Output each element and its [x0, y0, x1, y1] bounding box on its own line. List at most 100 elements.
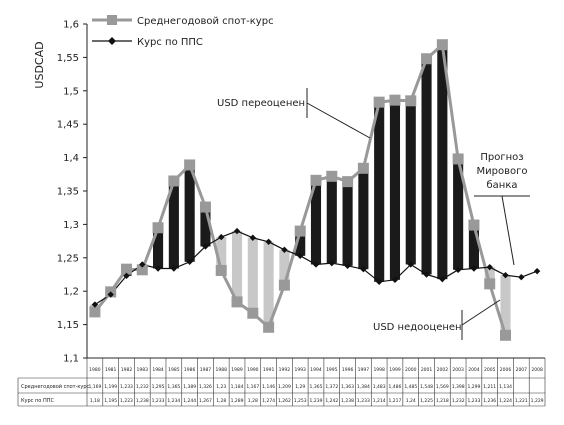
ppp-rate-point	[91, 301, 99, 308]
table-cell: 1,486	[389, 384, 402, 390]
undervalued-bar	[484, 267, 495, 284]
spot-rate-point	[247, 307, 259, 319]
spot-rate-point	[484, 278, 496, 290]
ppp-rate-point	[281, 246, 288, 253]
ppp-rate-point	[439, 275, 446, 283]
spot-rate-point	[468, 219, 480, 231]
undervalued-bar	[247, 237, 258, 314]
table-cell: 1,365	[167, 384, 180, 390]
y-tick-label: 1,3	[63, 220, 79, 231]
x-tick-label: 1985	[168, 367, 180, 373]
table-cell: 1,389	[183, 384, 196, 390]
ppp-rate-point	[202, 243, 209, 250]
y-ticks: 1,1 1,15 1,2 1,25 1,3 1,35 1,4 1,45 1,5 1,55 1,6	[57, 20, 87, 365]
table-cell: 1,199	[104, 384, 117, 390]
spot-rate-point	[389, 94, 401, 106]
spot-rate-point	[263, 321, 275, 333]
spot-rate-point	[373, 96, 385, 108]
spot-rate-point	[215, 264, 227, 276]
table-cell: 1,18	[90, 398, 100, 404]
ppp-rate-point	[328, 259, 335, 267]
legend-label-ppp: Курс по ППС	[137, 37, 203, 48]
ppp-rate-point	[407, 261, 414, 268]
x-tick-label: 1988	[216, 367, 228, 373]
spot-rate-point	[184, 159, 196, 171]
annotation-undervalued: USD недооценен	[373, 299, 501, 340]
x-tick-label: 2001	[421, 367, 433, 373]
table-cell: 1,217	[389, 398, 402, 404]
table-row-label: Курс по ППС	[21, 398, 54, 404]
y-tick-label: 1,15	[57, 320, 79, 331]
ppp-rate-point	[265, 238, 272, 245]
overvalued-bar	[184, 164, 195, 262]
ppp-rate-point	[423, 271, 430, 278]
undervalued-bar	[500, 275, 511, 336]
annotation-undervalued-label: USD недооценен	[373, 322, 462, 333]
annotation-overvalued-pointer	[306, 102, 371, 139]
spot-rate-point	[199, 201, 211, 213]
spot-rate-point	[168, 175, 180, 187]
table-cell: 1,23	[216, 384, 226, 390]
ppp-rate-point	[470, 265, 478, 272]
table-cell: 1,223	[120, 398, 133, 404]
table-cell: 1,363	[341, 384, 354, 390]
spot-rate-point	[357, 162, 369, 174]
undervalued-bar	[279, 249, 290, 286]
overvalued-bar	[389, 100, 401, 280]
x-tick-label: 1996	[342, 367, 354, 373]
x-tick-label: 1993	[294, 367, 306, 373]
ppp-rate-point	[360, 265, 367, 273]
table-cell: 1,234	[167, 398, 180, 404]
table-cell: 1,209	[278, 384, 291, 390]
overvalued-bar	[200, 207, 211, 247]
spot-rate-point	[452, 153, 464, 165]
y-tick-label: 1,25	[57, 253, 79, 264]
table-cell: 1,233	[120, 384, 133, 390]
table-cell: 1,29	[295, 384, 305, 390]
series-markers	[89, 39, 541, 341]
table-cell: 1,28	[216, 398, 226, 404]
table-cell: 1,384	[357, 384, 370, 390]
table-cell: 1,253	[294, 398, 307, 404]
undervalued-bar	[263, 241, 274, 328]
table-cell: 1,483	[373, 384, 386, 390]
table-cell: 1,548	[420, 384, 433, 390]
ppp-rate-point	[312, 261, 320, 268]
table-cell: 1,24	[406, 398, 416, 404]
x-tick-label: 1986	[184, 367, 196, 373]
x-tick-label: 1984	[152, 367, 164, 373]
undervalued-bar	[231, 231, 243, 302]
spot-rate-point	[231, 296, 243, 308]
y-tick-label: 1,1	[63, 354, 79, 365]
overvalued-bar	[468, 225, 479, 269]
table-cell: 1,169	[88, 384, 101, 390]
table-cell: 1,232	[452, 398, 465, 404]
table-cell: 1,289	[231, 398, 244, 404]
ppp-rate-point	[139, 261, 146, 268]
ppp-rate-point	[186, 258, 193, 266]
x-tick-label: 2002	[437, 367, 449, 373]
table-cell: 1,485	[404, 384, 417, 390]
annotation-overvalued-label: USD переоценен	[217, 98, 305, 109]
x-tick-label: 1994	[310, 367, 322, 373]
overvalued-bar	[358, 168, 369, 270]
table-cell: 1,398	[452, 384, 465, 390]
x-tick-label: 1987	[200, 367, 212, 373]
x-tick-label: 2008	[531, 367, 543, 373]
ppp-rate-point	[170, 265, 178, 272]
table-cell: 1,167	[246, 384, 259, 390]
table-cell: 1,365	[310, 384, 323, 390]
table-cell: 1,224	[499, 398, 512, 404]
y-tick-label: 1,55	[57, 53, 79, 64]
overvalued-bar	[310, 180, 322, 265]
ppp-rate-point	[454, 266, 462, 274]
overvalued-bar	[168, 180, 179, 269]
spot-rate-point	[310, 174, 322, 186]
x-tick-label: 2003	[452, 367, 464, 373]
table-cell: 1,229	[531, 398, 544, 404]
x-tick-label: 1981	[105, 367, 117, 373]
x-tick-label: 2000	[405, 367, 417, 373]
x-tick-label: 1997	[358, 367, 370, 373]
ppp-rate-point	[486, 263, 493, 271]
y-axis-title: USDCAD	[33, 41, 46, 88]
